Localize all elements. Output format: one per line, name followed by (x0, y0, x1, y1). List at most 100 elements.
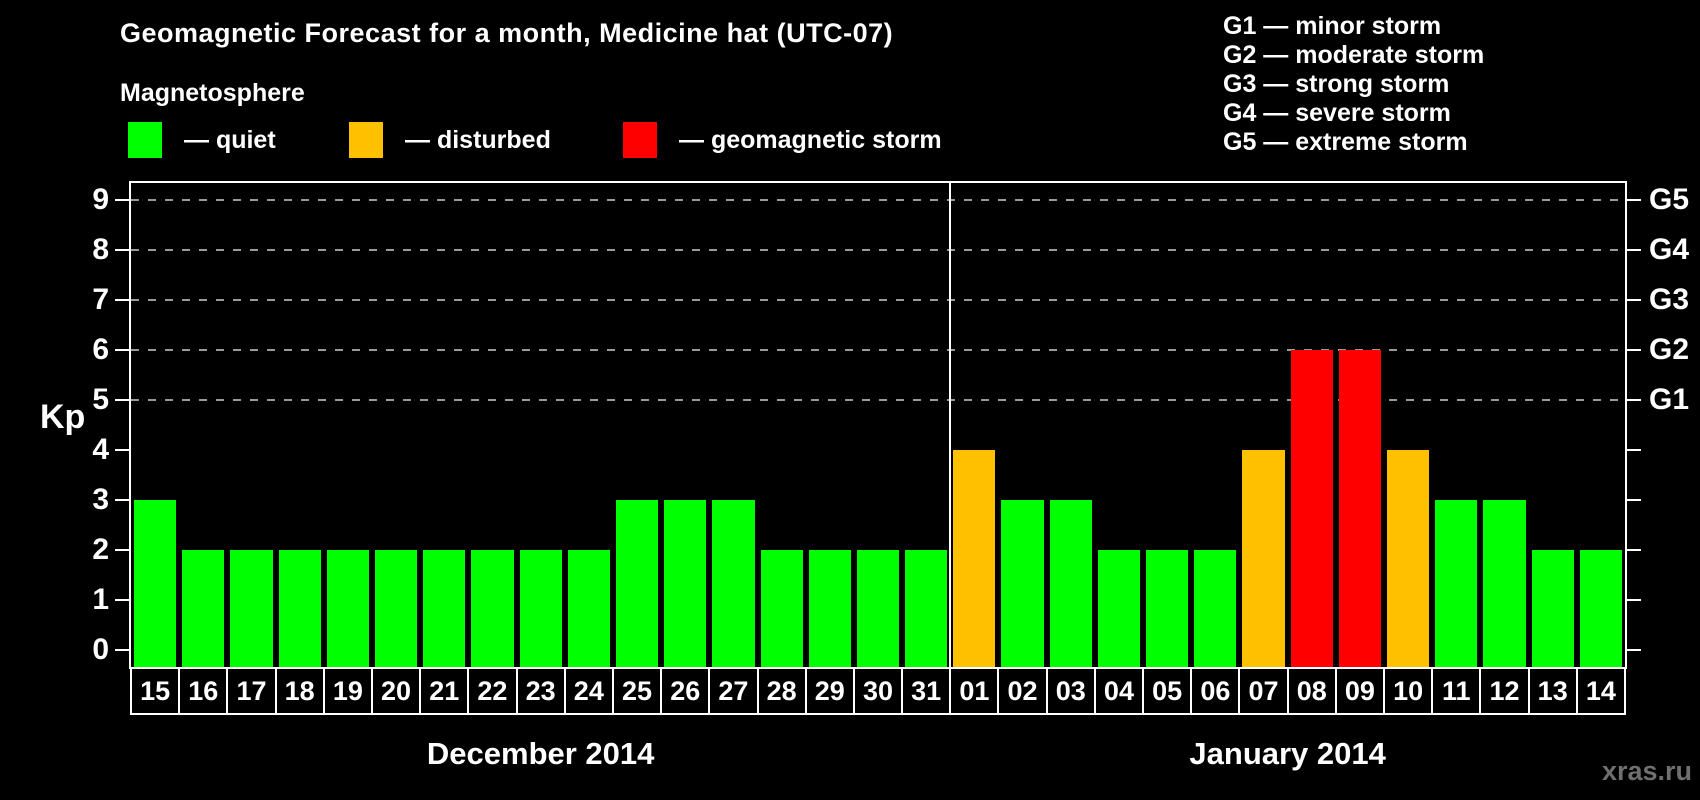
kp-bar-january-03 (1049, 500, 1092, 667)
kp-bar-december-15 (134, 500, 177, 667)
day-cell-06: 06 (1190, 667, 1241, 715)
kp-bar-december-26 (664, 500, 707, 667)
g-axis-label-g1: G1 (1649, 383, 1690, 416)
kp-bar-december-16 (182, 550, 225, 667)
g-axis-label-g4: G4 (1649, 233, 1690, 266)
left-tick-kp4 (115, 449, 129, 451)
right-tick-kp2 (1627, 549, 1641, 551)
day-cell-17: 17 (226, 667, 277, 715)
kp-bar-january-10 (1387, 450, 1430, 667)
g-axis-label-g3: G3 (1649, 283, 1690, 316)
magnetosphere-subtitle: Magnetosphere (120, 79, 305, 107)
kp-bar-december-21 (423, 550, 466, 667)
left-tick-kp2 (115, 549, 129, 551)
right-tick-kp8 (1627, 249, 1641, 251)
g-axis-label-g5: G5 (1649, 183, 1690, 216)
day-cell-14: 14 (1575, 667, 1626, 715)
day-cell-01: 01 (949, 667, 1000, 715)
disturbed-color-swatch (349, 122, 383, 158)
kp-bar-december-28 (760, 550, 803, 667)
day-cell-22: 22 (467, 667, 518, 715)
legend-label-quiet: — quiet (184, 125, 276, 154)
g-legend-line-g4: G4 — severe storm (1223, 99, 1451, 127)
kp-tick-label-2: 2 (92, 533, 109, 566)
quiet-color-swatch (128, 122, 162, 158)
day-cell-21: 21 (419, 667, 470, 715)
day-cell-29: 29 (804, 667, 855, 715)
kp-bar-december-24 (567, 550, 610, 667)
kp-bar-december-27 (712, 500, 755, 667)
g-legend-line-g5: G5 — extreme storm (1223, 128, 1468, 156)
page-title: Geomagnetic Forecast for a month, Medici… (120, 18, 894, 48)
kp-bar-january-12 (1483, 500, 1526, 667)
kp-bar-january-04 (1097, 550, 1141, 667)
right-tick-kp6 (1627, 349, 1641, 351)
gridline-kp9 (131, 199, 1625, 201)
kp-tick-label-9: 9 (92, 183, 109, 216)
right-tick-kp7 (1627, 299, 1641, 301)
kp-bar-december-19 (326, 550, 369, 667)
left-tick-kp3 (115, 499, 129, 501)
day-cell-13: 13 (1527, 667, 1578, 715)
left-tick-kp9 (115, 199, 129, 201)
day-cell-20: 20 (370, 667, 422, 715)
day-cell-25: 25 (611, 667, 663, 715)
day-cell-15: 15 (130, 667, 181, 715)
right-tick-kp4 (1627, 449, 1641, 451)
day-cell-10: 10 (1383, 667, 1434, 715)
day-cell-27: 27 (708, 667, 759, 715)
g-scale-legend: G1 — minor storm G2 — moderate storm G3 … (1223, 12, 1484, 157)
kp-bar-december-31 (905, 550, 948, 667)
month-separator (949, 183, 952, 667)
watermark: xras.ru (1601, 756, 1692, 786)
day-cell-12: 12 (1479, 667, 1530, 715)
kp-bar-january-09 (1338, 350, 1382, 667)
gridline-kp8 (131, 249, 1625, 251)
day-cell-02: 02 (997, 667, 1048, 715)
day-cell-31: 31 (901, 667, 952, 715)
kp-bar-january-08 (1290, 350, 1333, 667)
kp-tick-label-8: 8 (92, 233, 109, 266)
right-tick-kp3 (1627, 499, 1641, 501)
g-axis-label-g2: G2 (1649, 333, 1690, 366)
kp-bar-january-01 (953, 450, 996, 667)
day-cell-08: 08 (1286, 667, 1337, 715)
kp-tick-label-3: 3 (92, 483, 109, 516)
day-cell-30: 30 (852, 667, 904, 715)
kp-bar-january-07 (1242, 450, 1285, 667)
day-cell-26: 26 (660, 667, 711, 715)
kp-bar-december-17 (230, 550, 273, 667)
month-label-december: December 2014 (426, 736, 655, 771)
day-cell-07: 07 (1238, 667, 1289, 715)
plot-area (129, 181, 1627, 669)
kp-tick-label-1: 1 (92, 583, 109, 616)
kp-bar-january-14 (1579, 550, 1622, 667)
legend-label-disturbed: — disturbed (405, 125, 551, 154)
day-cell-05: 05 (1142, 667, 1193, 715)
right-tick-kp9 (1627, 199, 1641, 201)
day-cell-24: 24 (563, 667, 614, 715)
kp-bar-january-02 (1001, 500, 1044, 667)
kp-tick-label-5: 5 (92, 383, 109, 416)
day-cell-18: 18 (274, 667, 325, 715)
kp-bar-december-20 (374, 550, 418, 667)
day-cell-04: 04 (1093, 667, 1145, 715)
kp-tick-label-6: 6 (92, 333, 109, 366)
month-label-january: January 2014 (1189, 736, 1386, 771)
kp-tick-label-0: 0 (92, 633, 109, 666)
kp-bar-december-29 (808, 550, 851, 667)
left-tick-kp5 (115, 399, 129, 401)
day-cell-11: 11 (1431, 667, 1482, 715)
kp-bar-january-06 (1194, 550, 1237, 667)
left-tick-kp6 (115, 349, 129, 351)
right-tick-kp0 (1627, 649, 1641, 651)
kp-tick-label-7: 7 (92, 283, 109, 316)
left-tick-kp1 (115, 599, 129, 601)
day-cell-16: 16 (178, 667, 229, 715)
kp-tick-label-4: 4 (92, 433, 109, 466)
g-legend-line-g3: G3 — strong storm (1223, 70, 1450, 98)
kp-bar-december-18 (278, 550, 321, 667)
kp-bar-january-05 (1146, 550, 1189, 667)
day-cell-03: 03 (1045, 667, 1096, 715)
